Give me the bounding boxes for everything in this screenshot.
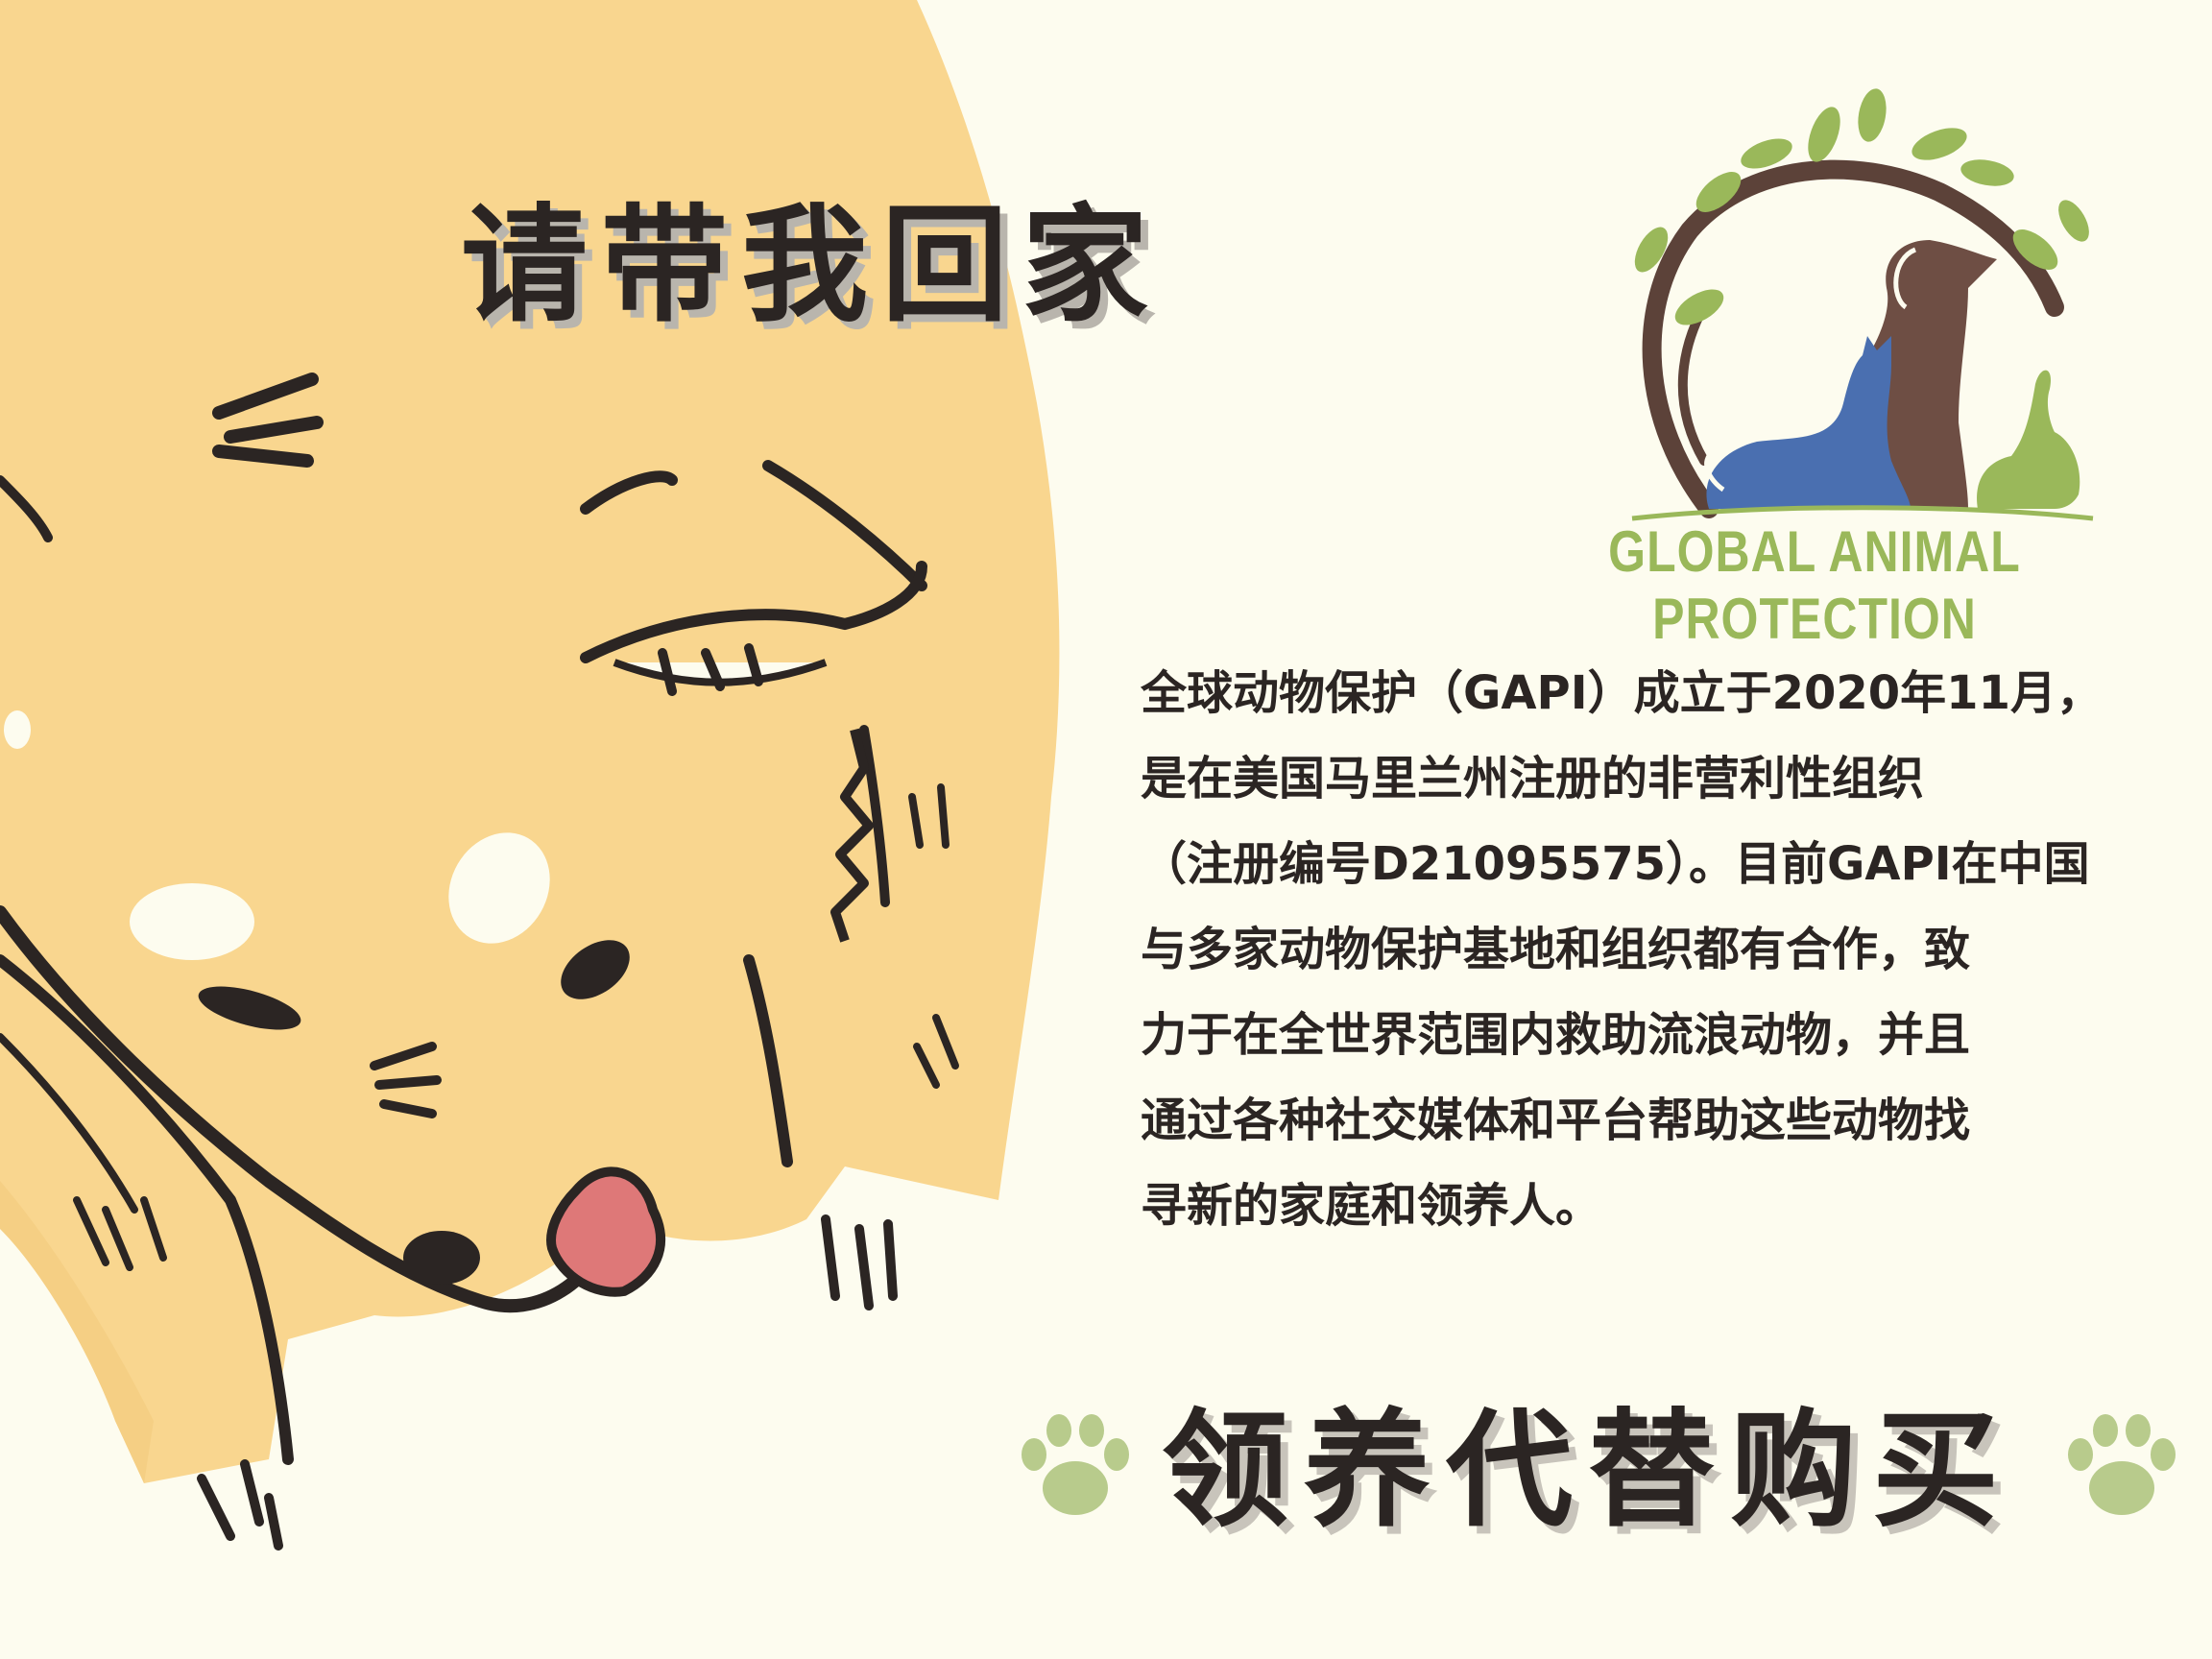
headline: 请带我回家 xyxy=(461,192,1162,340)
about-line: （注册编号D21095575）。目前GAPI在中国 xyxy=(1141,837,2090,891)
about-paragraph: 全球动物保护（GAPI）成立于2020年11月， 是在美国马里兰州注册的非营利性… xyxy=(1141,651,2129,1249)
organization-name: GLOBAL ANIMAL PROTECTION xyxy=(1608,519,2021,651)
paw-print-icon xyxy=(1022,1414,1129,1515)
about-line: 力于在全世界范围内救助流浪动物，并且 xyxy=(1141,1008,1971,1062)
tree-dog-cat-rabbit-logo xyxy=(1631,88,2094,521)
about-line: 与多家动物保护基地和组织都有合作，致 xyxy=(1141,923,1971,976)
about-line: 通过各种社交媒体和平台帮助这些动物找 xyxy=(1141,1094,1971,1147)
about-line: 寻新的家庭和领养人。 xyxy=(1141,1179,1602,1233)
paw-print-icon xyxy=(2068,1414,2176,1515)
about-line: 是在美国马里兰州注册的非营利性组织 xyxy=(1141,752,1925,805)
slogan: 领养代替购买 xyxy=(1162,1397,2014,1545)
about-line: 全球动物保护（GAPI）成立于2020年11月， xyxy=(1141,666,2103,720)
